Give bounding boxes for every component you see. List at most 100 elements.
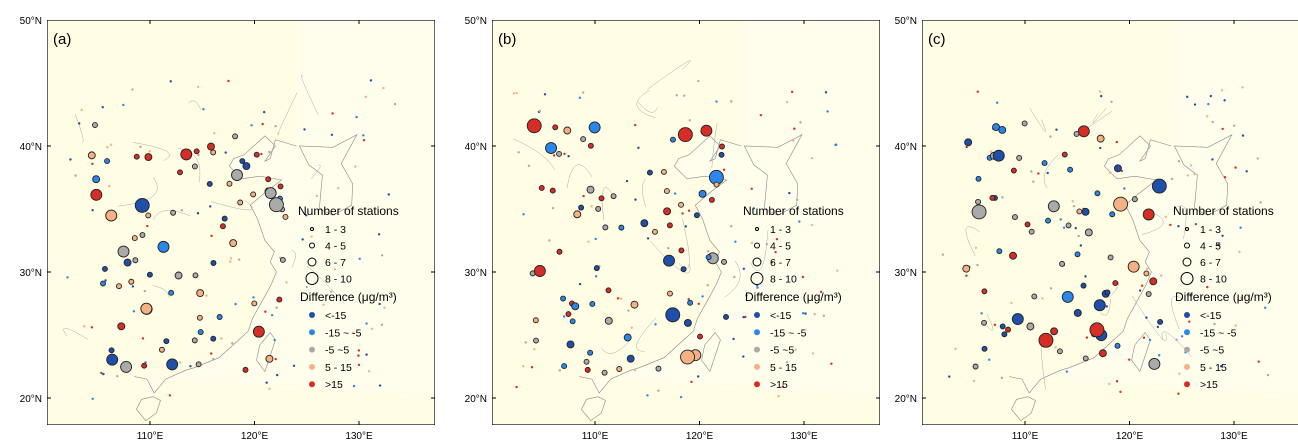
small-station (785, 361, 789, 364)
station (1076, 208, 1083, 215)
station (1149, 277, 1158, 286)
station (195, 361, 202, 368)
station (578, 204, 585, 211)
small-station (732, 337, 735, 341)
small-station (1049, 287, 1053, 290)
station (971, 204, 987, 220)
legend-size-label: 1 - 3 (770, 224, 791, 236)
station (279, 256, 286, 263)
station (545, 142, 558, 155)
small-station (681, 212, 684, 215)
station (1089, 322, 1105, 338)
small-station (102, 372, 105, 376)
province-border (178, 148, 201, 183)
legend-size-symbol (307, 257, 317, 267)
small-station (792, 139, 795, 142)
small-station (1216, 243, 1220, 247)
station (719, 143, 725, 150)
small-station (1180, 335, 1184, 338)
legend-diff-symbol (1184, 329, 1190, 336)
province-border (965, 226, 980, 257)
small-station (794, 348, 797, 351)
small-station (1206, 285, 1209, 289)
small-station (1177, 392, 1180, 395)
station (277, 183, 284, 190)
small-station (1148, 338, 1152, 342)
station (655, 365, 662, 372)
small-station (795, 198, 799, 201)
small-station (357, 363, 361, 367)
station (196, 314, 203, 321)
legend-diff-symbol (309, 346, 315, 353)
province-border (711, 123, 718, 169)
small-station (633, 123, 637, 127)
small-station (106, 146, 109, 149)
station (237, 199, 244, 206)
small-station (980, 312, 983, 315)
small-station (377, 233, 381, 236)
station (964, 138, 973, 147)
station (563, 126, 572, 135)
island (256, 332, 276, 373)
station (265, 176, 272, 183)
small-station (781, 385, 785, 388)
station (999, 323, 1006, 330)
lon-tick-label: 110°E (137, 431, 164, 442)
small-station (742, 355, 745, 358)
station (1148, 358, 1161, 370)
small-station (1072, 204, 1076, 208)
small-station (1186, 95, 1189, 99)
station (663, 254, 675, 267)
station (1009, 251, 1017, 260)
small-station (305, 214, 308, 217)
small-station (578, 96, 582, 99)
small-station (132, 310, 136, 313)
small-station (1213, 322, 1216, 326)
small-station (1266, 373, 1270, 377)
lon-tick-label: 120°E (686, 431, 714, 442)
province-border (636, 90, 656, 119)
lat-tick-label: 30°N (465, 268, 487, 279)
station (1107, 254, 1114, 261)
small-station (745, 294, 748, 297)
station (663, 188, 670, 195)
small-station (1241, 86, 1244, 89)
small-station (237, 258, 241, 261)
small-station (830, 362, 833, 365)
small-station (365, 322, 368, 325)
small-station (625, 179, 629, 183)
station (216, 314, 223, 320)
lat-tick-label: 40°N (20, 142, 42, 153)
small-station (1074, 226, 1077, 230)
small-station (696, 375, 700, 378)
legend-size-symbol (754, 242, 760, 249)
small-station (1256, 157, 1259, 160)
small-station (1189, 164, 1193, 167)
legend-diff-title: Difference (μg/m³) (745, 290, 842, 304)
small-station (250, 124, 253, 127)
lon-tick-label: 110°E (1012, 431, 1039, 442)
small-station (788, 191, 791, 195)
small-station (1123, 187, 1126, 190)
province-border (1092, 107, 1107, 123)
station (666, 222, 673, 229)
station (193, 148, 200, 155)
small-station (148, 150, 152, 153)
small-station (213, 131, 216, 135)
small-station (976, 263, 979, 267)
station (646, 169, 653, 176)
legend-size-label: 6 - 7 (325, 257, 346, 269)
small-station (1127, 358, 1131, 361)
station (992, 123, 1001, 131)
small-station (567, 155, 570, 158)
station (1127, 260, 1140, 273)
station (705, 254, 712, 261)
station (975, 175, 982, 182)
station (533, 337, 539, 344)
small-station (131, 285, 135, 288)
island (1011, 396, 1036, 422)
station (723, 313, 729, 320)
station (589, 300, 596, 307)
small-station (679, 395, 683, 399)
station (1142, 208, 1155, 221)
